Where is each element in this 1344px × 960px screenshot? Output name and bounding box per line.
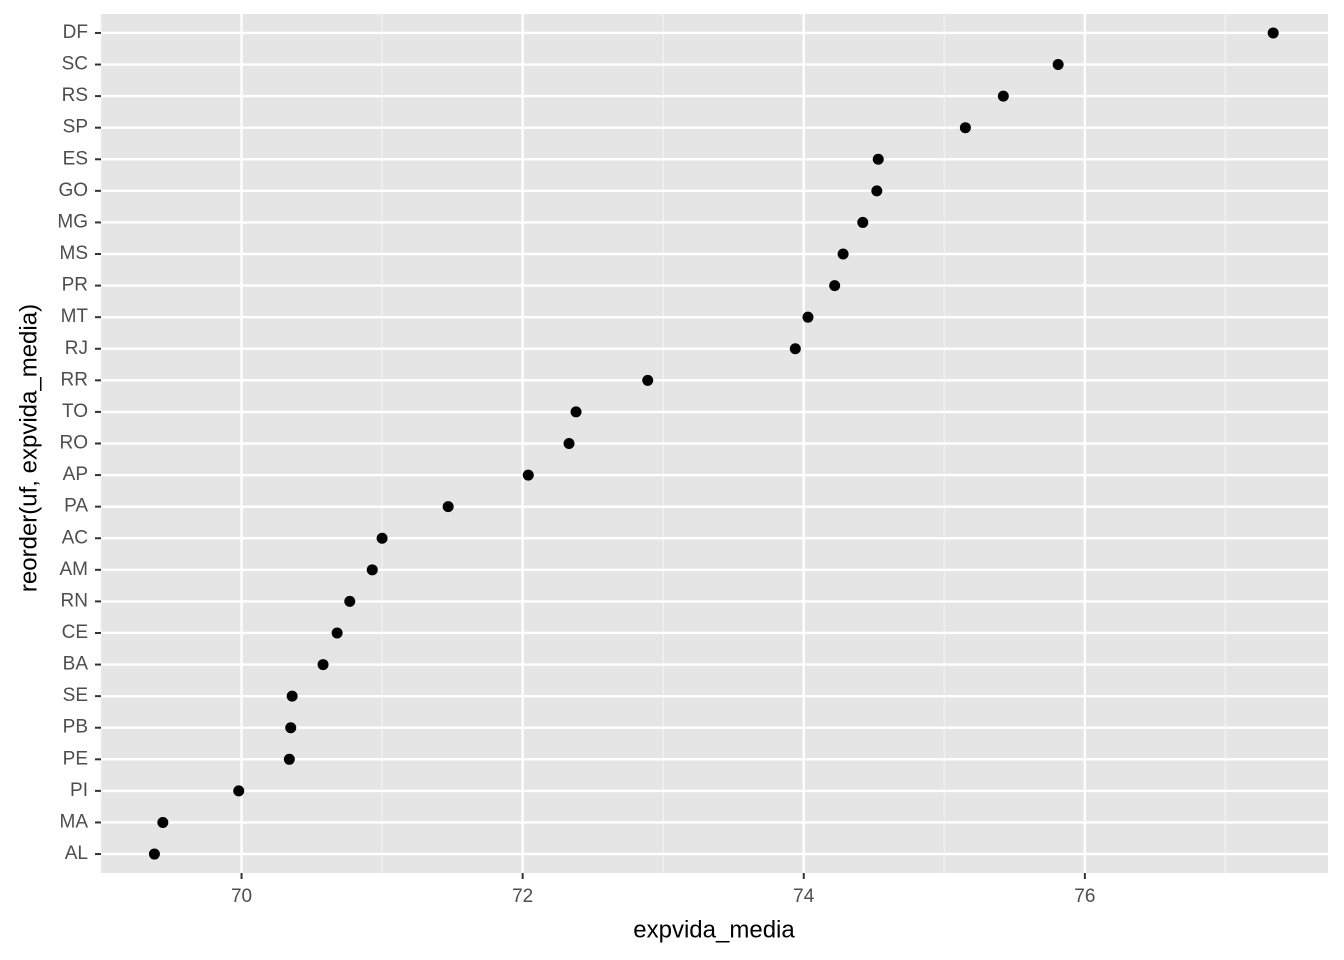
y-tick-label: RS [62, 85, 88, 106]
y-tick-label: AP [63, 464, 88, 485]
x-axis-title: expvida_media [633, 916, 795, 943]
point [997, 90, 1009, 102]
point [959, 122, 971, 134]
x-tick-label: 72 [512, 886, 533, 907]
x-tick-label: 74 [793, 886, 815, 907]
y-tick-label: SP [63, 117, 88, 138]
point [376, 532, 388, 544]
x-tick-label: 70 [231, 886, 252, 907]
point [1267, 27, 1279, 39]
y-tick-label: PR [62, 275, 88, 296]
point [789, 343, 801, 355]
y-tick-label: MS [60, 243, 89, 264]
point [522, 469, 534, 481]
y-tick-label: SE [63, 685, 88, 706]
point [1052, 59, 1064, 71]
y-tick-label: TO [62, 401, 88, 422]
y-tick-label: PA [64, 496, 88, 517]
y-tick-label: GO [58, 180, 88, 201]
y-tick-label: DF [63, 22, 88, 43]
y-tick-label: PI [70, 780, 88, 801]
point [857, 216, 869, 228]
point [829, 280, 841, 292]
y-tick-label: CE [62, 622, 88, 643]
point [563, 438, 575, 449]
point [286, 690, 298, 702]
x-tick-label: 76 [1074, 886, 1095, 907]
point [366, 564, 378, 576]
y-tick-label: MA [60, 811, 89, 832]
point [331, 627, 343, 639]
point [283, 753, 295, 765]
point [871, 185, 883, 197]
point [317, 659, 329, 671]
point [157, 816, 169, 828]
point [233, 785, 245, 797]
point [442, 501, 454, 513]
y-tick-label: AM [60, 559, 89, 580]
y-axis-title: reorder(uf, expvida_media) [15, 304, 42, 592]
point [802, 311, 814, 323]
point [285, 722, 297, 734]
point [872, 153, 884, 165]
y-tick-label: RJ [65, 338, 88, 359]
y-tick-label: RN [61, 590, 88, 611]
y-tick-label: AC [62, 527, 88, 548]
y-tick-label: AL [65, 843, 88, 864]
point [570, 406, 582, 418]
y-tick-label: PE [63, 748, 88, 769]
point [642, 374, 654, 386]
point [148, 848, 160, 860]
y-tick-label: PB [63, 717, 88, 738]
point [344, 595, 356, 607]
y-tick-label: ES [63, 148, 88, 169]
y-tick-label: MG [57, 211, 88, 232]
y-tick-label: MT [61, 306, 89, 327]
y-tick-label: RR [61, 369, 88, 390]
y-tick-label: BA [63, 654, 89, 675]
point [837, 248, 849, 260]
y-tick-label: RO [60, 433, 89, 454]
y-tick-label: SC [62, 54, 88, 75]
